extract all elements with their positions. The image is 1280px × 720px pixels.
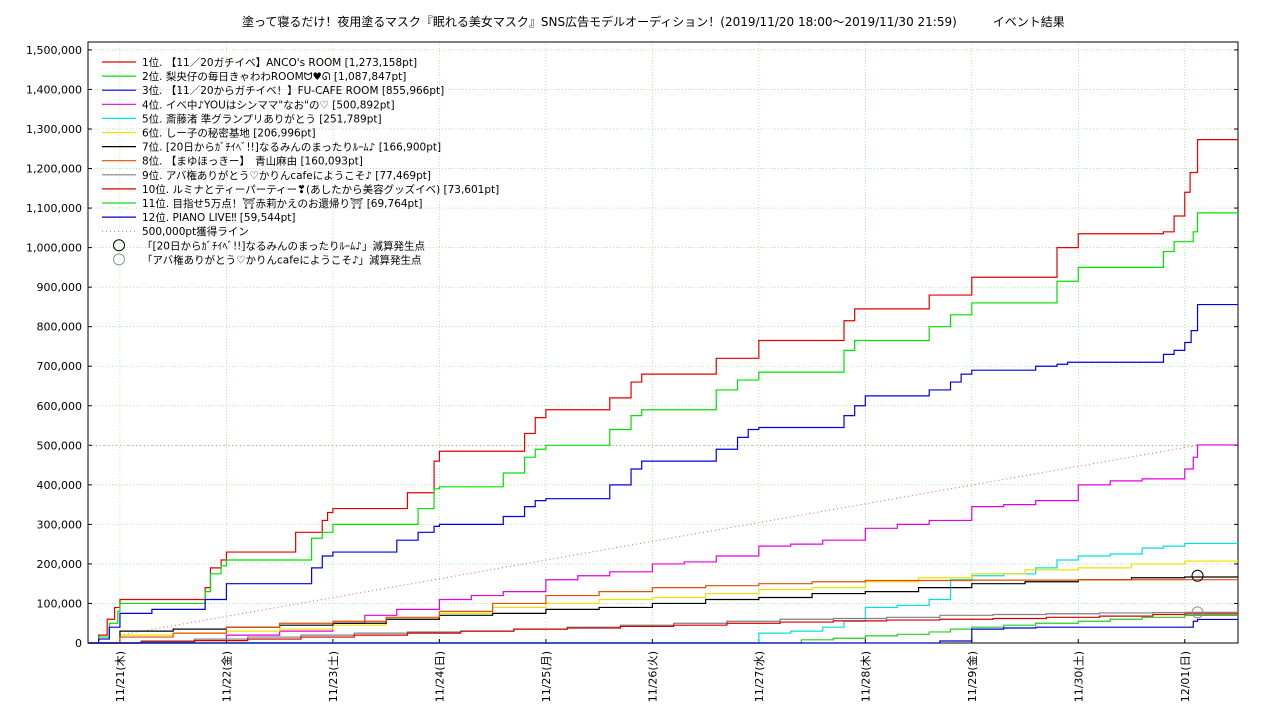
series-line-7 <box>88 576 1238 644</box>
x-tick-label: 11/27(水) <box>753 651 766 702</box>
series-line-2 <box>88 212 1238 644</box>
x-tick-label: 11/25(月) <box>540 651 553 702</box>
legend-label: 9位. アバ権ありがとう♡かりんcafeにようこそ♪ [77,469pt] <box>142 169 431 182</box>
legend-label: 12位. PIANO LIVE‼ [59,544pt] <box>142 211 296 224</box>
series-line-1 <box>88 139 1238 644</box>
x-tick-label: 11/24(日) <box>433 651 446 702</box>
y-tick-label: 600,000 <box>37 400 83 413</box>
y-tick-label: 100,000 <box>37 597 83 610</box>
series-line-6 <box>88 560 1238 644</box>
legend-label: 6位. しー子の秘密基地 [206,996pt] <box>142 127 316 140</box>
legend-label: 5位. 斎藤渚 準グランプリありがとう [251,789pt] <box>142 112 382 125</box>
series-line-5 <box>88 542 1238 644</box>
chart-title: 塗って寝るだけ！夜用塗るマスク『眠れる美女マスク』SNS広告モデルオーディション… <box>242 15 1065 29</box>
y-tick-label: 500,000 <box>37 439 83 452</box>
series-line-8 <box>88 579 1238 644</box>
y-tick-label: 700,000 <box>37 360 83 373</box>
legend-label: 11位. 目指せ5万点！⛩赤莉かえのお還帰り⛩ [69,764pt] <box>142 197 422 210</box>
subtraction-marker-2 <box>1191 606 1204 619</box>
subtraction-marker-1 <box>1191 569 1204 582</box>
y-tick-label: 200,000 <box>37 558 83 571</box>
reference-line-500k <box>119 444 1198 636</box>
series-line-10 <box>88 613 1238 644</box>
legend-label: 500,000pt獲得ライン <box>142 225 249 238</box>
legend-label: 「アバ権ありがとう♡かりんcafeにようこそ♪」減算発生点 <box>142 253 422 266</box>
legend-label: 8位. 【まゆほっきー】 青山麻由 [160,093pt] <box>142 155 363 168</box>
y-tick-label: 400,000 <box>37 479 83 492</box>
series-line-3 <box>88 303 1238 644</box>
x-tick-label: 11/26(火) <box>646 651 659 702</box>
x-tick-label: 11/30(土) <box>1072 651 1085 702</box>
legend-marker <box>113 253 125 266</box>
y-tick-label: 1,300,000 <box>26 123 82 136</box>
x-tick-label: 11/22(金) <box>219 651 233 702</box>
legend-label: 1位. 【11／20ガチイベ】ANCO's ROOM [1,273,158pt] <box>142 56 417 69</box>
legend-label: 4位. イベ中♪YOUはシンママ"なお"の♡ [500,892pt] <box>142 98 395 111</box>
y-tick-label: 800,000 <box>37 321 83 334</box>
y-tick-label: 1,100,000 <box>26 202 82 215</box>
series-group <box>88 139 1238 644</box>
legend-label: 7位. [20日からｶﾞﾁｲﾍﾞ!!]なるみんのまったりﾙｰﾑ♪ [166,90… <box>142 141 441 154</box>
x-tick-label: 11/28(木) <box>859 651 872 702</box>
legend-label: 10位. ルミナとティーパーティー❣(あしたから美容グッズイベ) [73,601… <box>142 183 499 196</box>
axes: 0 100,000 200,000 300,000 400,000 500,000 600,… <box>26 41 1239 702</box>
x-tick-label: 11/23(土) <box>327 651 340 702</box>
y-tick-label: 1,400,000 <box>26 83 82 96</box>
legend-label: 「[20日からｶﾞﾁｲﾍﾞ!!]なるみんのまったりﾙｰﾑ♪」減算発生点 <box>142 239 425 252</box>
y-tick-label: 0 <box>75 637 82 650</box>
legend: 1位. 【11／20ガチイベ】ANCO's ROOM [1,273,158pt]… <box>102 56 499 266</box>
series-line-12 <box>88 618 1238 644</box>
y-tick-label: 900,000 <box>37 281 83 294</box>
legend-marker <box>113 239 125 252</box>
x-tick-label: 12/01(日) <box>1179 651 1192 702</box>
x-tick-label: 11/21(木) <box>114 651 127 702</box>
legend-label: 3位. 【11／20からガチイベ！】FU-CAFE ROOM [855,966p… <box>142 84 444 97</box>
y-tick-label: 1,000,000 <box>26 242 82 255</box>
x-tick-label: 11/29(金) <box>965 651 979 702</box>
y-tick-label: 300,000 <box>37 518 83 531</box>
legend-label: 2位. 梨央仔の毎日きゃわわROOMᗢ♥ᘏ [1,087,847pt] <box>142 70 406 83</box>
y-tick-label: 1,500,000 <box>26 44 82 57</box>
y-tick-label: 1,200,000 <box>26 163 82 176</box>
